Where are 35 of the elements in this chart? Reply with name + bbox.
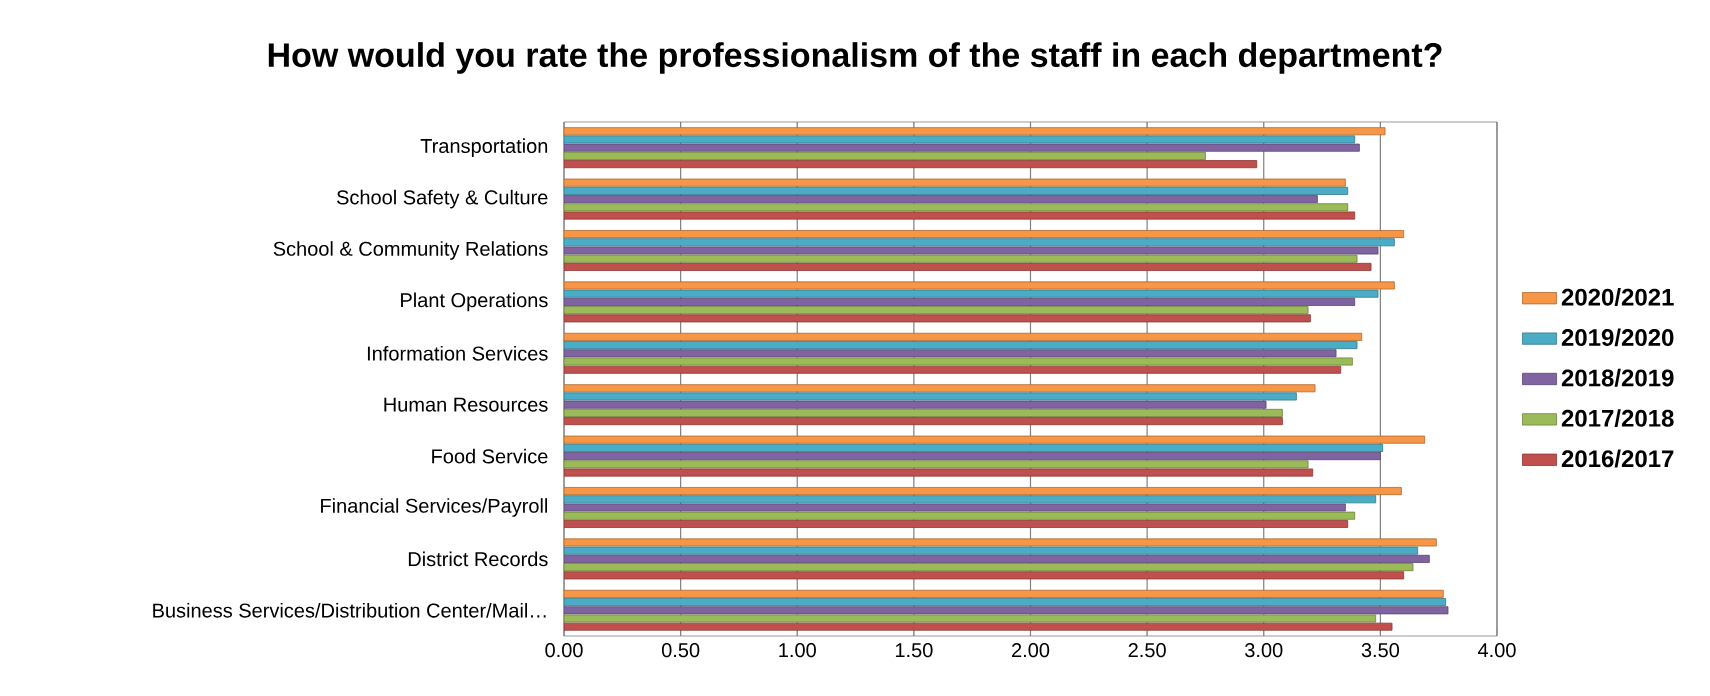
x-tick-label: 1.00 (779, 643, 816, 658)
y-tick-label: District Records (408, 551, 548, 567)
y-tick-label: Plant Operations (401, 292, 548, 312)
bar (564, 289, 1379, 298)
bar (564, 546, 1419, 555)
chart-title: How would you rate the professionalism of the staff in each department? (268, 42, 1442, 74)
bar (564, 341, 1358, 350)
y-tick-label: Information Services (367, 345, 548, 361)
bar (564, 598, 1447, 607)
legend-label: 2019/2020 (1561, 328, 1674, 347)
x-tick-label: 1.50 (895, 643, 933, 658)
bar (564, 392, 1297, 401)
y-tick-label: School Safety & Culture (336, 189, 548, 209)
legend-label: 2020/2021 (1561, 288, 1674, 306)
x-tick-label: 0.50 (661, 643, 700, 658)
x-tick-label: 2.50 (1128, 643, 1166, 658)
bar (564, 186, 1349, 195)
x-tick-label: 3.00 (1245, 643, 1283, 658)
y-tick-label: Human Resources (384, 397, 548, 412)
x-tick-label: 2.00 (1012, 643, 1050, 658)
legend-label: 2017/2018 (1561, 409, 1674, 428)
legend-label: 2018/2019 (1561, 368, 1674, 387)
y-tick-label: Financial Services/Payroll (321, 498, 548, 517)
x-tick-label: 0.00 (545, 643, 583, 658)
bar (564, 238, 1395, 247)
y-tick-label: School & Community Relations (273, 241, 548, 260)
legend-label: 2016/2017 (1561, 449, 1674, 468)
bar (564, 135, 1356, 144)
y-tick-label: Transportation (420, 138, 548, 157)
y-tick-label: Food Service (432, 448, 548, 464)
bar (564, 443, 1384, 452)
bar (564, 495, 1377, 504)
x-tick-label: 4.00 (1478, 643, 1516, 658)
x-tick-label: 3.50 (1361, 643, 1400, 658)
y-tick-label: Business Services/Distribution Center/Mail… (153, 602, 546, 618)
